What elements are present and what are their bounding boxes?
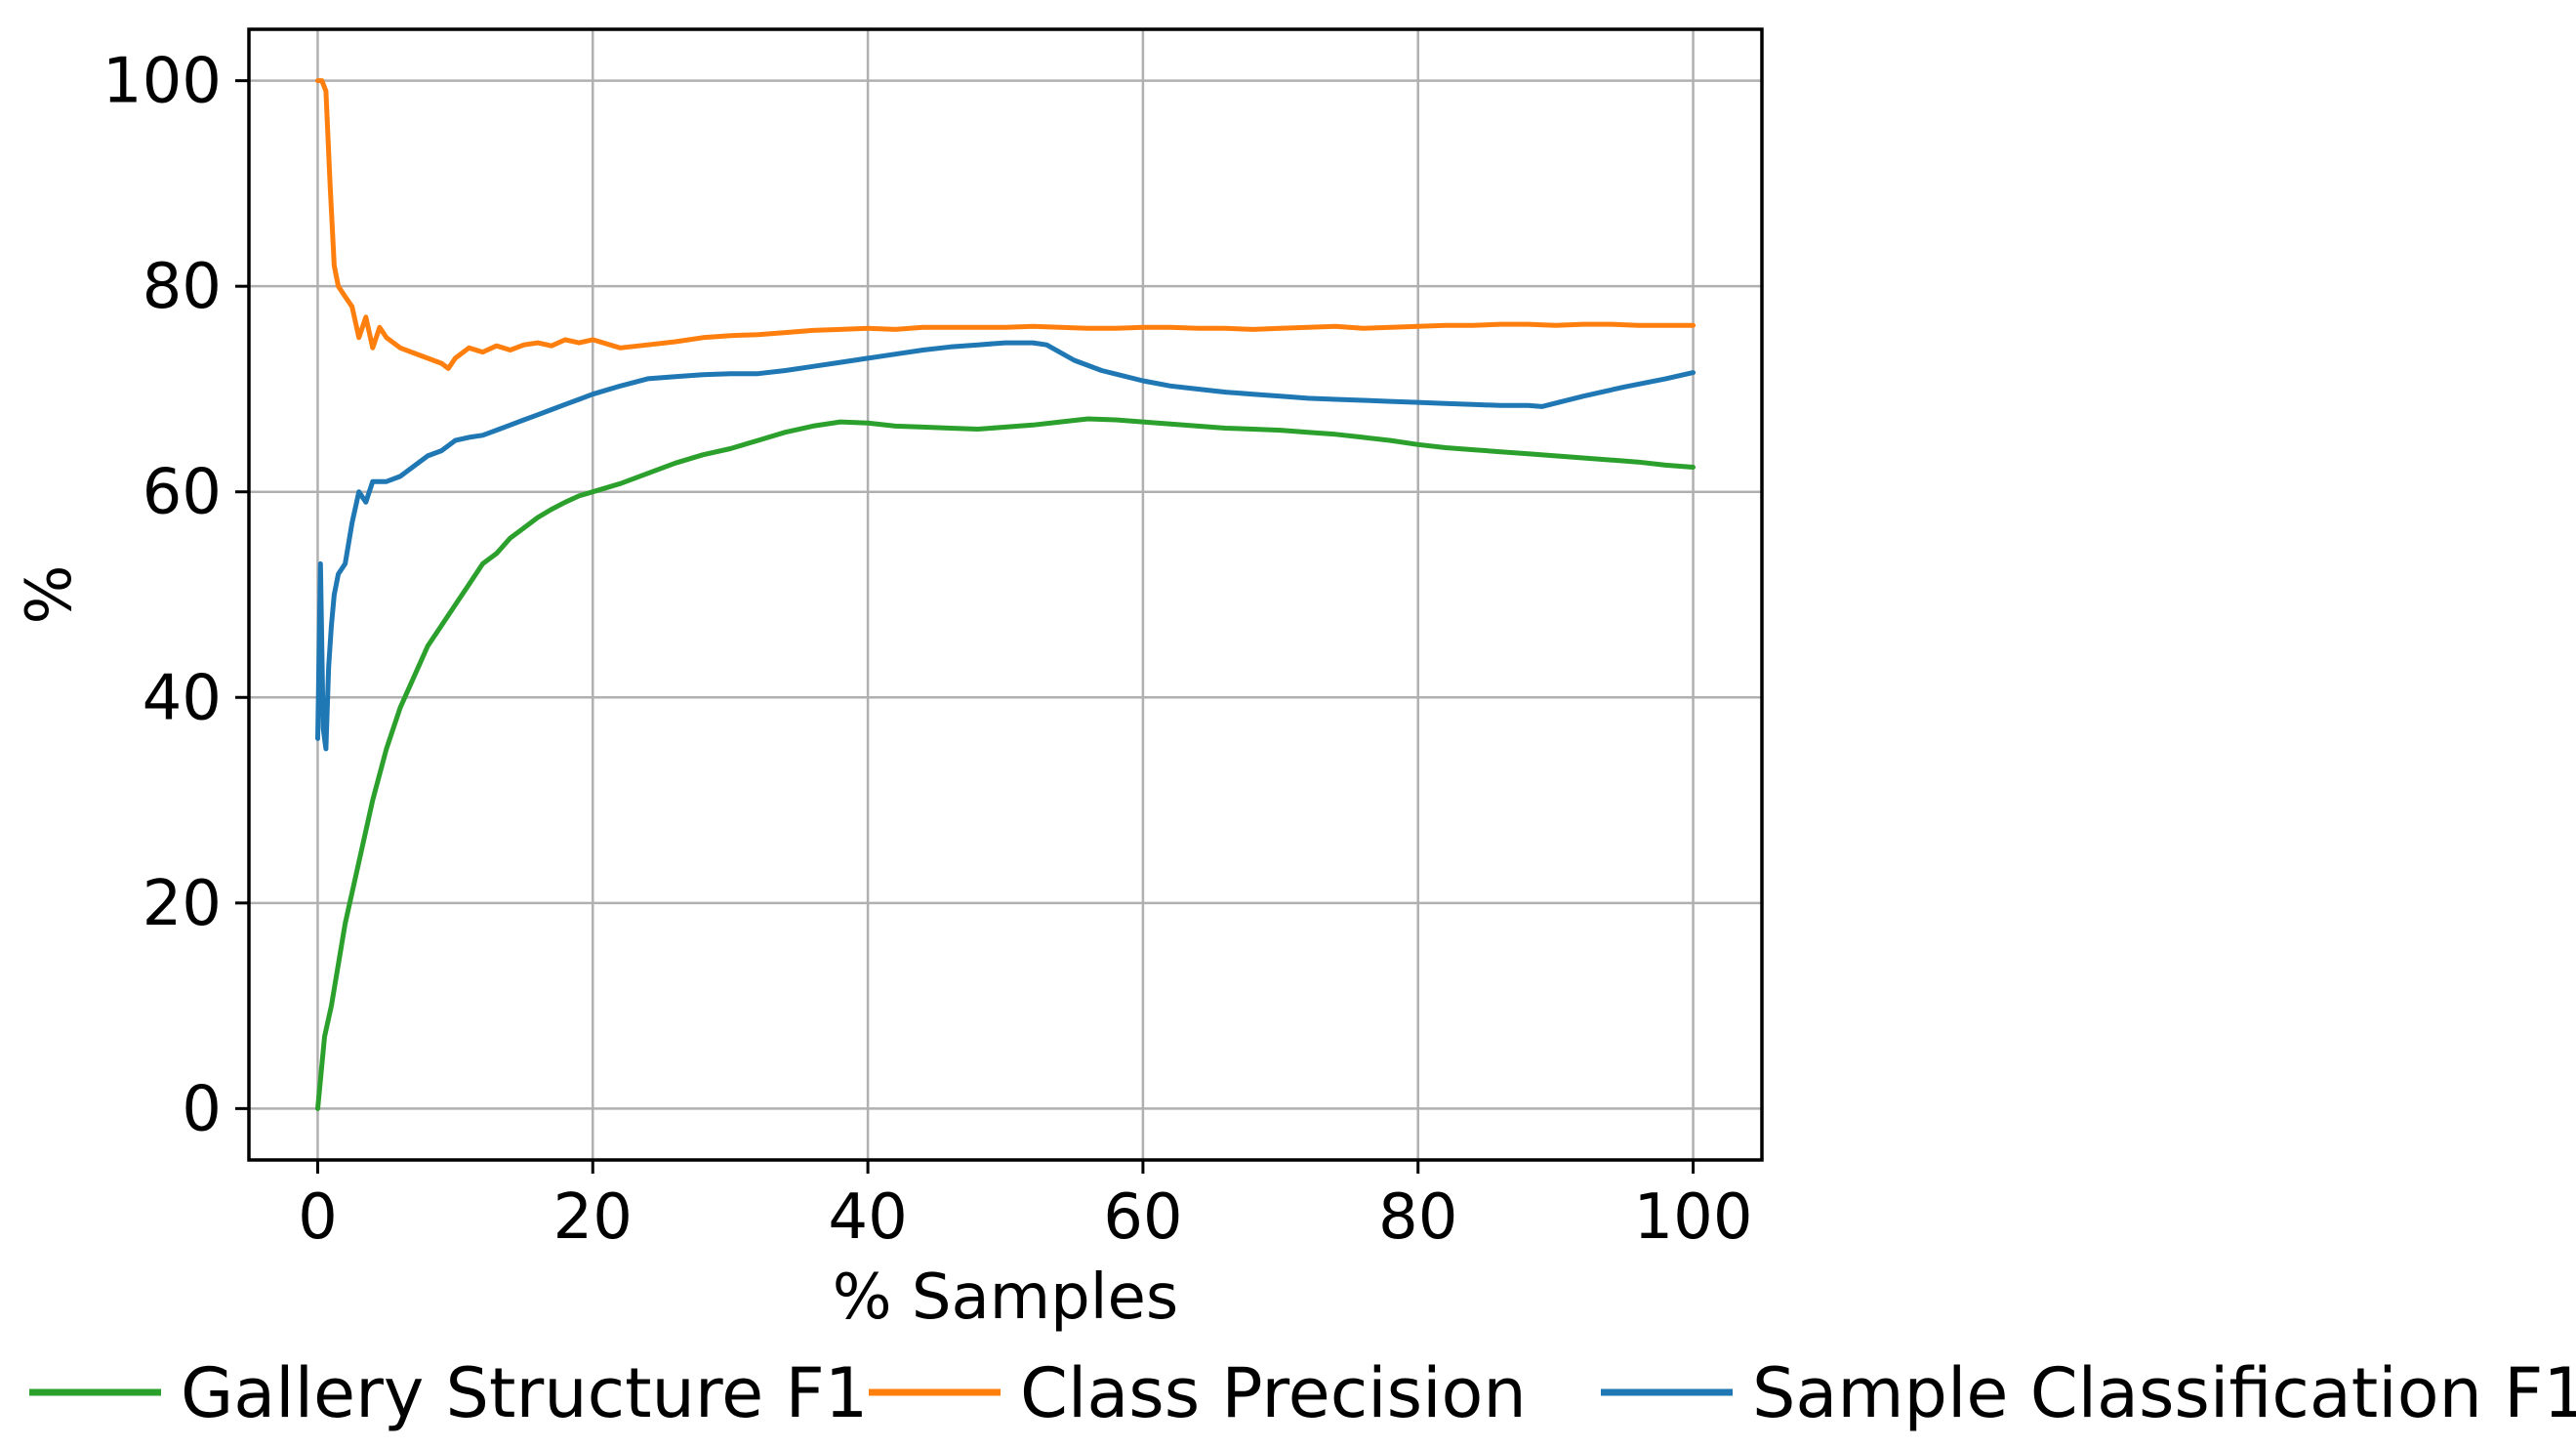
y-tick-label: 20 xyxy=(143,868,222,940)
x-axis-ticks: 0 20 40 60 80 100 xyxy=(298,1160,1753,1254)
gridlines xyxy=(249,29,1762,1160)
y-axis-label: % xyxy=(14,565,86,625)
x-tick-label: 40 xyxy=(828,1181,907,1254)
y-tick-label: 100 xyxy=(102,46,222,118)
x-tick-label: 100 xyxy=(1633,1181,1752,1254)
legend-label: Class Precision xyxy=(1020,1353,1527,1433)
y-tick-label: 60 xyxy=(143,457,222,529)
y-tick-label: 80 xyxy=(143,251,222,323)
y-tick-label: 40 xyxy=(143,662,222,734)
x-tick-label: 20 xyxy=(553,1181,633,1254)
x-tick-label: 80 xyxy=(1378,1181,1457,1254)
series-line-0 xyxy=(315,416,1696,1111)
x-axis-label: % Samples xyxy=(833,1262,1178,1334)
series-line-2 xyxy=(315,340,1696,752)
y-axis-ticks: 0 20 40 60 80 100 xyxy=(102,46,249,1145)
legend: Gallery Structure F1 Class Precision Sampl… xyxy=(29,1353,2576,1433)
x-tick-label: 60 xyxy=(1103,1181,1182,1254)
series-lines xyxy=(315,78,1696,1111)
legend-label: Gallery Structure F1 xyxy=(181,1353,868,1433)
plot-frame xyxy=(247,27,1764,1162)
legend-label: Sample Classification F1 xyxy=(1752,1353,2576,1433)
y-tick-label: 0 xyxy=(182,1073,222,1145)
series-line-1 xyxy=(315,78,1696,371)
x-tick-label: 0 xyxy=(298,1181,338,1254)
